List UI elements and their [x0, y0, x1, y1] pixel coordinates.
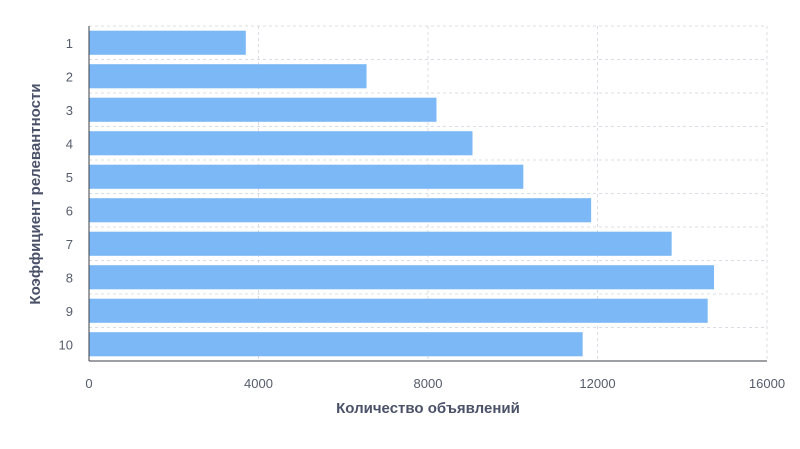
bar [89, 97, 437, 122]
bars [89, 30, 715, 357]
bar [89, 298, 708, 323]
bar [89, 198, 592, 223]
y-tick-label: 9 [66, 304, 73, 319]
y-tick-label: 2 [66, 69, 73, 84]
x-tick-label: 4000 [244, 376, 273, 391]
y-axis-title: Коэффициент релевантности [27, 83, 44, 304]
bar [89, 332, 583, 357]
bar [89, 265, 715, 290]
bar [89, 64, 367, 89]
x-tick-label: 8000 [414, 376, 443, 391]
x-tick-label: 16000 [749, 376, 785, 391]
bar [89, 164, 524, 189]
x-tick-label: 0 [85, 376, 92, 391]
y-tick-label: 8 [66, 270, 73, 285]
bar [89, 131, 473, 156]
tick-labels: 0 4000 8000 12000 16000 1 2 3 4 5 6 7 8 9 10 [59, 36, 786, 391]
y-tick-label: 1 [66, 36, 73, 51]
bar [89, 231, 672, 256]
grid [89, 25, 768, 361]
x-tick-label: 12000 [579, 376, 615, 391]
y-tick-label: 10 [59, 337, 73, 352]
bar [89, 30, 246, 55]
axes [88, 26, 767, 362]
y-tick-label: 4 [66, 136, 73, 151]
y-tick-label: 5 [66, 170, 73, 185]
y-tick-label: 6 [66, 203, 73, 218]
y-tick-label: 3 [66, 103, 73, 118]
x-axis-title: Количество объявлений [336, 400, 520, 417]
y-tick-label: 7 [66, 237, 73, 252]
